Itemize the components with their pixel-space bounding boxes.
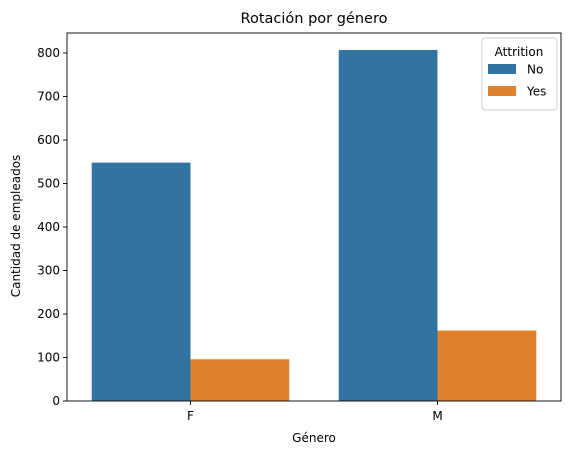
legend-swatch-no — [488, 64, 516, 74]
legend-swatch-yes — [488, 86, 516, 96]
legend-label-no: No — [527, 63, 543, 77]
x-tick-label: M — [432, 409, 442, 423]
axes-frame — [66, 32, 562, 402]
legend-title: Attrition — [495, 45, 544, 59]
y-tick-label: 400 — [37, 220, 60, 234]
y-tick-label: 700 — [37, 90, 60, 104]
y-axis-label: Cantidad de empleados — [9, 155, 23, 298]
legend: Attrition No Yes — [481, 37, 558, 111]
bar-m-no — [338, 49, 438, 401]
y-tick-label: 200 — [37, 307, 60, 321]
x-tick-label: F — [187, 409, 194, 423]
y-tick-label: 300 — [37, 264, 60, 278]
y-tick-label: 600 — [37, 133, 60, 147]
bar-f-no — [91, 162, 191, 401]
y-tick-label: 0 — [52, 394, 60, 408]
y-tick-label: 500 — [37, 177, 60, 191]
legend-label-yes: Yes — [526, 85, 546, 99]
x-axis-label: Género — [292, 431, 336, 445]
y-tick-label: 800 — [37, 46, 60, 60]
bar-m-yes — [437, 330, 537, 401]
chart-title: Rotación por género — [241, 11, 388, 27]
y-tick-label: 100 — [37, 351, 60, 365]
plot-area: 0 100 200 300 400 500 600 700 800 F M — [37, 32, 562, 423]
bar-f-yes — [190, 359, 290, 401]
